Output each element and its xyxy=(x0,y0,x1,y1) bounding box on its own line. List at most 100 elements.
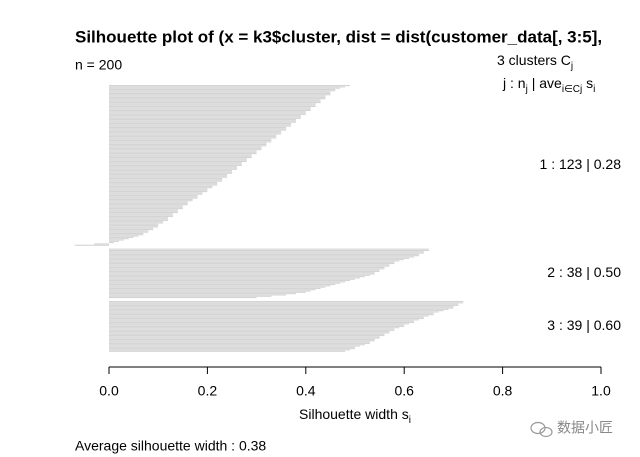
silhouette-bar xyxy=(109,255,419,257)
silhouette-bar xyxy=(109,88,336,91)
silhouette-bar xyxy=(109,85,351,87)
silhouette-bar xyxy=(109,107,311,109)
column-header-text: s xyxy=(582,75,593,91)
silhouette-bar xyxy=(109,167,237,169)
silhouette-bar xyxy=(109,349,351,351)
silhouette-bar xyxy=(109,215,173,217)
silhouette-bar xyxy=(109,270,380,272)
silhouette-bar xyxy=(109,218,169,220)
silhouette-bar xyxy=(109,139,272,142)
silhouette-bar xyxy=(109,117,301,119)
silhouette-bar xyxy=(109,111,306,113)
silhouette-bar xyxy=(109,295,272,297)
silhouette-bar xyxy=(109,134,277,136)
silhouette-bar xyxy=(109,287,321,289)
silhouette-bar xyxy=(109,150,257,152)
silhouette-bar xyxy=(109,325,405,327)
silhouette-bar xyxy=(109,311,439,313)
silhouette-bar xyxy=(109,251,424,253)
silhouette-bar xyxy=(109,345,360,347)
silhouette-bar xyxy=(109,179,223,181)
silhouette-bar xyxy=(109,95,326,97)
silhouette-bar xyxy=(109,137,277,139)
silhouette-bar xyxy=(109,274,370,276)
silhouette-bar xyxy=(109,219,169,221)
silhouette-bar xyxy=(109,235,139,237)
silhouette-bar xyxy=(109,122,292,125)
silhouette-bar xyxy=(109,265,390,267)
silhouette-bar xyxy=(109,232,144,235)
silhouette-bar xyxy=(109,104,316,106)
silhouette-bar xyxy=(109,291,306,293)
silhouette-bar xyxy=(109,86,346,88)
silhouette-bar xyxy=(109,128,287,130)
column-header-text: | ave xyxy=(528,75,562,91)
silhouette-bar xyxy=(109,260,400,262)
silhouette-bar xyxy=(109,164,242,166)
x-tick-label: 0.8 xyxy=(493,383,513,399)
silhouette-bar xyxy=(109,281,346,283)
silhouette-bar xyxy=(109,121,296,123)
silhouette-bar xyxy=(109,317,424,320)
silhouette-bar xyxy=(109,200,193,202)
column-header: j : nj | avei∈Cj si xyxy=(502,75,595,95)
x-tick-label: 0.0 xyxy=(99,383,119,399)
silhouette-bar xyxy=(109,151,257,153)
x-tick-label: 0.6 xyxy=(394,383,414,399)
cluster-label: 3 : 39 | 0.60 xyxy=(547,317,621,333)
silhouette-bar xyxy=(109,87,341,89)
silhouette-bar xyxy=(109,187,213,189)
silhouette-bar xyxy=(109,100,321,102)
silhouette-bar xyxy=(109,125,292,127)
silhouette-bar xyxy=(109,160,247,163)
silhouette-bar xyxy=(74,244,109,246)
silhouette-bar xyxy=(109,329,395,331)
silhouette-bar xyxy=(109,239,124,241)
x-axis-label-sub: i xyxy=(409,415,411,426)
silhouette-bar xyxy=(109,176,228,178)
silhouette-bar xyxy=(109,332,390,334)
silhouette-bar xyxy=(109,327,400,329)
silhouette-bar xyxy=(109,116,301,118)
footer: Average silhouette width : 0.38 xyxy=(75,438,266,454)
silhouette-bar xyxy=(109,163,242,165)
silhouette-bar xyxy=(109,103,316,105)
silhouette-bar xyxy=(109,234,144,236)
cluster-header-text: 3 clusters C xyxy=(497,52,571,68)
silhouette-bar xyxy=(109,105,316,108)
chart-title: Silhouette plot of (x = k3$cluster, dist… xyxy=(75,27,602,46)
silhouette-bar xyxy=(109,302,464,304)
silhouette-bar xyxy=(109,285,331,287)
silhouette-bar xyxy=(109,256,415,258)
silhouette-bar xyxy=(109,316,424,318)
silhouette-bar xyxy=(109,115,301,117)
silhouette-bar xyxy=(109,146,262,148)
silhouette-bar xyxy=(109,168,237,170)
cluster-label: 1 : 123 | 0.28 xyxy=(540,156,622,172)
silhouette-bar xyxy=(109,194,198,197)
column-header-sub: j xyxy=(525,84,528,95)
silhouette-bar xyxy=(109,230,149,232)
x-axis-label-text: Silhouette width s xyxy=(299,406,409,422)
silhouette-bar xyxy=(109,129,287,131)
silhouette-bar xyxy=(109,221,164,223)
watermark-icon xyxy=(530,421,553,438)
silhouette-bar xyxy=(109,119,296,121)
silhouette-bar xyxy=(109,138,272,140)
silhouette-bar xyxy=(109,280,351,282)
silhouette-bar xyxy=(109,102,321,104)
silhouette-bar xyxy=(109,314,434,316)
silhouette-bar xyxy=(109,214,173,216)
silhouette-bar xyxy=(109,225,159,227)
silhouette-bar xyxy=(109,319,419,321)
silhouette-bar xyxy=(109,323,410,325)
silhouette-bar xyxy=(109,188,208,190)
silhouette-bar xyxy=(109,264,390,266)
silhouette-bar xyxy=(109,337,380,339)
cluster-header-sub: j xyxy=(570,61,573,72)
silhouette-bar xyxy=(109,290,311,292)
silhouette-bar xyxy=(109,191,208,193)
silhouette-bar xyxy=(94,243,109,245)
silhouette-bar xyxy=(109,340,375,342)
silhouette-bar xyxy=(109,171,232,173)
